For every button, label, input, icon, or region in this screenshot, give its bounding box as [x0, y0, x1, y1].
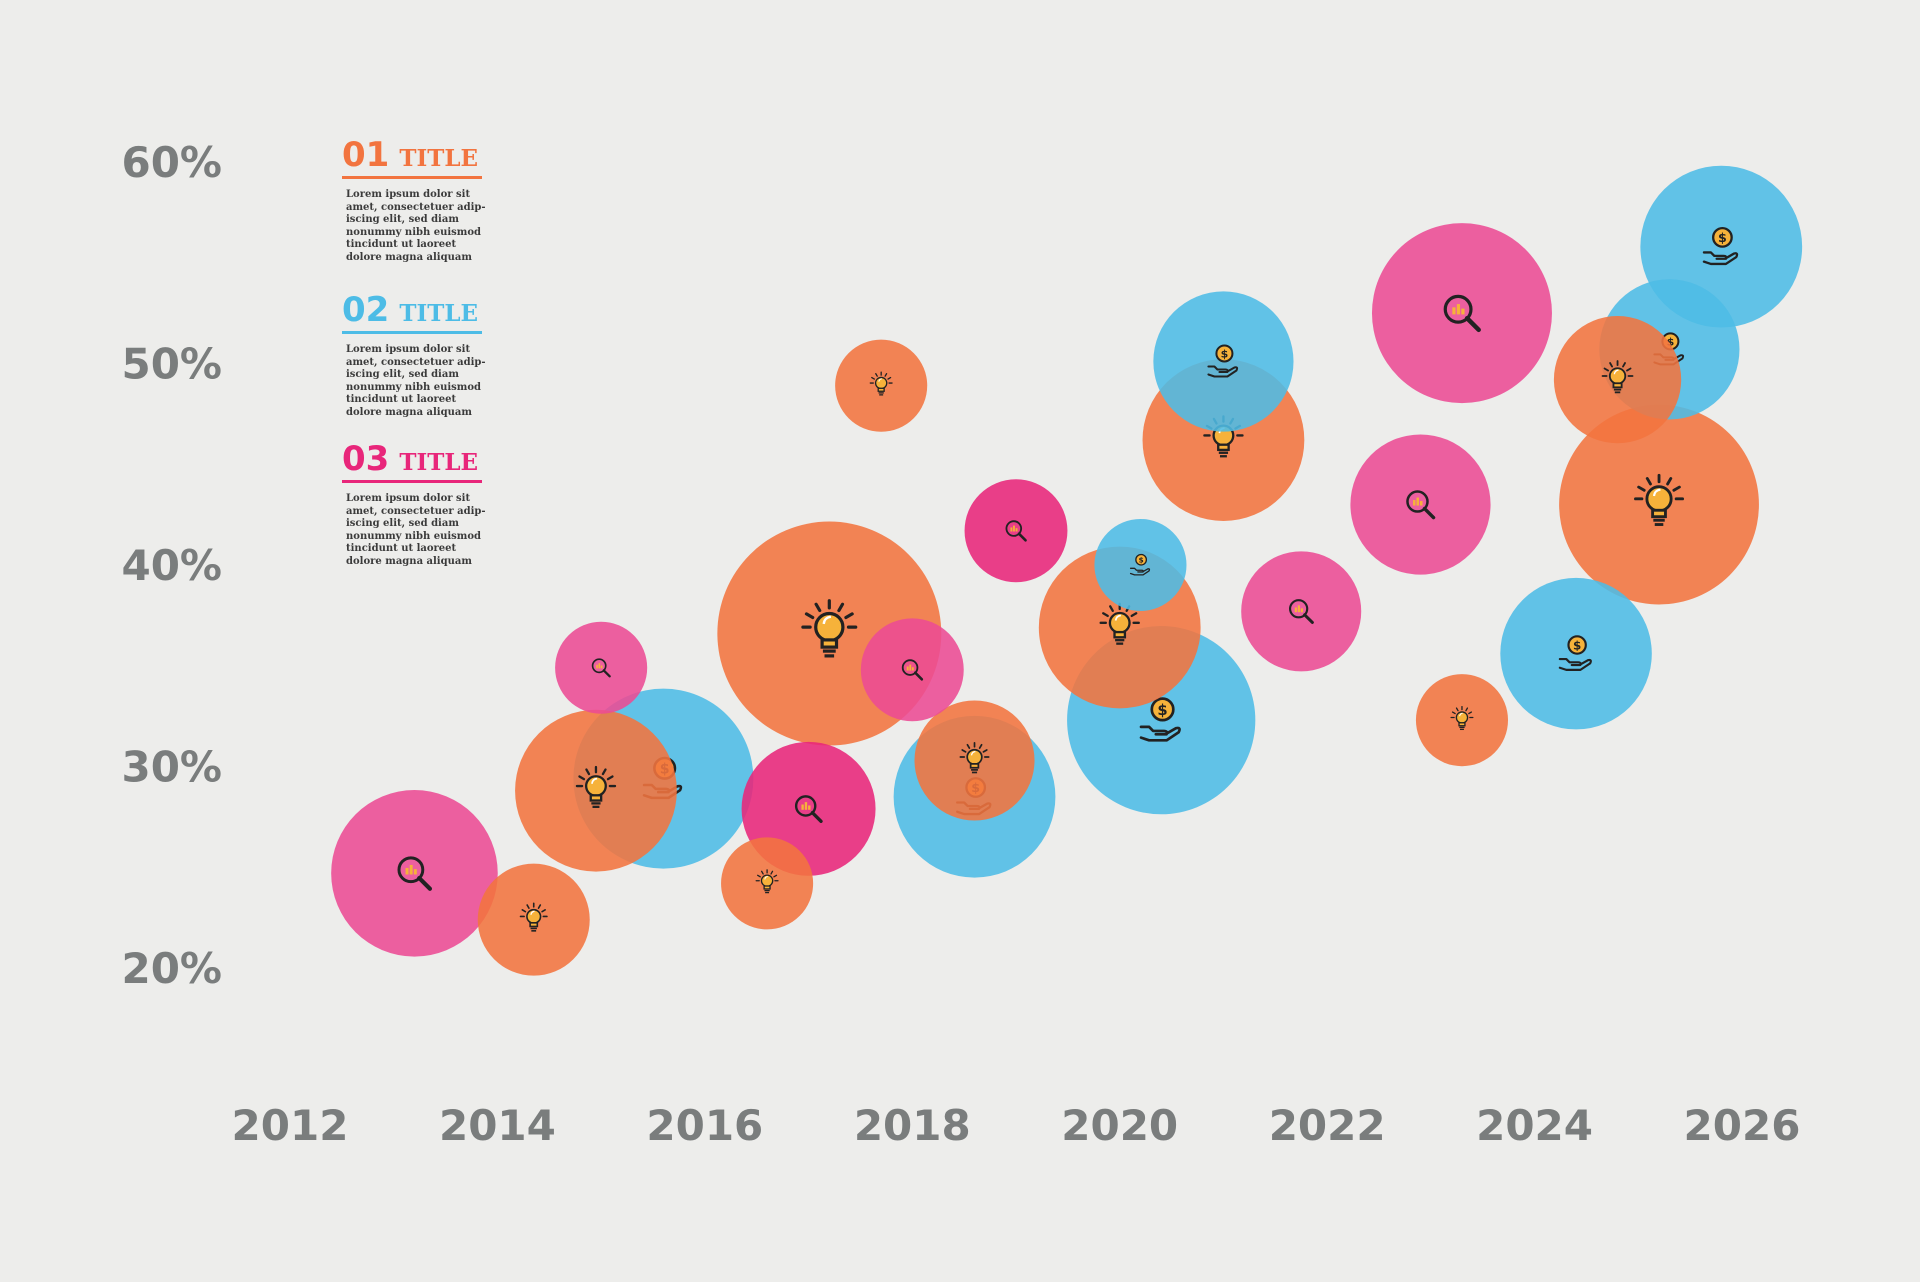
legend-heading-2: 02 TITLE	[342, 293, 482, 334]
bubble-2: $	[1153, 291, 1294, 432]
bubble-1	[515, 709, 677, 872]
lightbulb-icon	[869, 371, 893, 396]
coin-hand-icon: $	[1139, 697, 1181, 742]
svg-text:$: $	[1221, 347, 1229, 360]
x-tick-label: 2026	[1684, 1101, 1801, 1150]
x-tick-label: 2016	[646, 1101, 763, 1150]
x-tick-label: 2014	[439, 1101, 556, 1150]
coin-hand-icon: $	[1702, 226, 1739, 266]
svg-text:$: $	[1573, 638, 1581, 652]
magnifier-chart-icon	[1406, 490, 1436, 520]
magnifier-chart-icon	[1443, 294, 1481, 333]
legend-text-2: Lorem ipsum dolor sit amet, consectetuer…	[346, 344, 486, 418]
bubble-1	[1559, 404, 1759, 605]
y-tick-label: 40%	[121, 541, 222, 590]
lightbulb-icon	[575, 765, 617, 809]
legend-title-3: TITLE	[399, 449, 479, 476]
bubble-2: $	[1500, 577, 1652, 730]
legend-heading-3: 03 TITLE	[342, 442, 482, 483]
bubble-3	[1350, 434, 1491, 575]
bubble-3	[331, 790, 498, 957]
magnifier-chart-icon	[591, 658, 611, 678]
lightbulb-icon	[959, 742, 990, 774]
lightbulb-icon	[519, 902, 548, 932]
lightbulb-icon	[1450, 706, 1474, 731]
coin-hand-icon: $	[1558, 635, 1592, 671]
svg-text:$: $	[1667, 335, 1675, 348]
bubble-3	[860, 618, 964, 722]
magnifier-chart-icon	[794, 795, 823, 823]
legend-item-3: 03 TITLE Lorem ipsum dolor sit amet, con…	[342, 442, 486, 569]
bubble-1	[721, 837, 814, 930]
magnifier-chart-icon	[901, 659, 924, 681]
coin-hand-icon: $	[1207, 344, 1239, 378]
legend-text-1: Lorem ipsum dolor sit amet, consectetuer…	[346, 189, 486, 263]
svg-text:$: $	[1718, 230, 1727, 245]
legend-heading-1: 01 TITLE	[342, 138, 482, 179]
x-tick-label: 2012	[232, 1101, 349, 1150]
legend-number-3: 03	[342, 439, 390, 479]
svg-text:$: $	[1139, 555, 1144, 564]
y-tick-label: 30%	[121, 743, 222, 792]
bubble-1	[914, 700, 1035, 821]
y-tick-label: 60%	[121, 138, 222, 187]
lightbulb-icon	[1601, 360, 1634, 394]
bubble-1	[1553, 315, 1682, 444]
legend-item-1: 01 TITLE Lorem ipsum dolor sit amet, con…	[342, 138, 486, 265]
legend-number-1: 01	[342, 135, 390, 175]
y-tick-label: 20%	[121, 944, 222, 993]
magnifier-chart-icon	[1005, 520, 1027, 542]
legend-item-2: 02 TITLE Lorem ipsum dolor sit amet, con…	[342, 293, 486, 420]
x-tick-label: 2024	[1476, 1101, 1593, 1150]
lightbulb-icon	[1634, 473, 1685, 526]
svg-text:$: $	[1157, 702, 1167, 719]
x-axis-ticks: 2012 2014 2016 2018 2020 2022 2024 2026	[232, 1101, 1801, 1150]
legend-title-2: TITLE	[399, 300, 479, 327]
coin-hand-icon: $	[1129, 553, 1151, 576]
bubble-3	[964, 479, 1068, 583]
bubble-3	[1241, 551, 1362, 672]
x-tick-label: 2018	[854, 1101, 971, 1150]
bubble-2: $	[1094, 518, 1187, 612]
legend-number-2: 02	[342, 290, 390, 330]
magnifier-chart-icon	[397, 856, 433, 891]
y-tick-label: 50%	[121, 340, 222, 389]
x-tick-label: 2020	[1061, 1101, 1178, 1150]
bubble-3	[1371, 223, 1552, 404]
bubble-1	[477, 863, 590, 976]
magnifier-chart-icon	[1288, 599, 1314, 624]
x-tick-label: 2022	[1269, 1101, 1386, 1150]
lightbulb-icon	[801, 599, 858, 658]
legend-text-3: Lorem ipsum dolor sit amet, consectetuer…	[346, 493, 486, 567]
bubbles: $$$$$$$$	[331, 165, 1803, 976]
bubble-1	[1415, 674, 1509, 767]
lightbulb-icon	[1099, 602, 1140, 645]
y-axis-ticks: 60% 50% 40% 30% 20%	[121, 138, 222, 993]
lightbulb-icon	[755, 869, 779, 894]
bubble-3	[555, 621, 648, 714]
bubble-1	[835, 339, 928, 432]
legend-title-1: TITLE	[399, 145, 479, 172]
